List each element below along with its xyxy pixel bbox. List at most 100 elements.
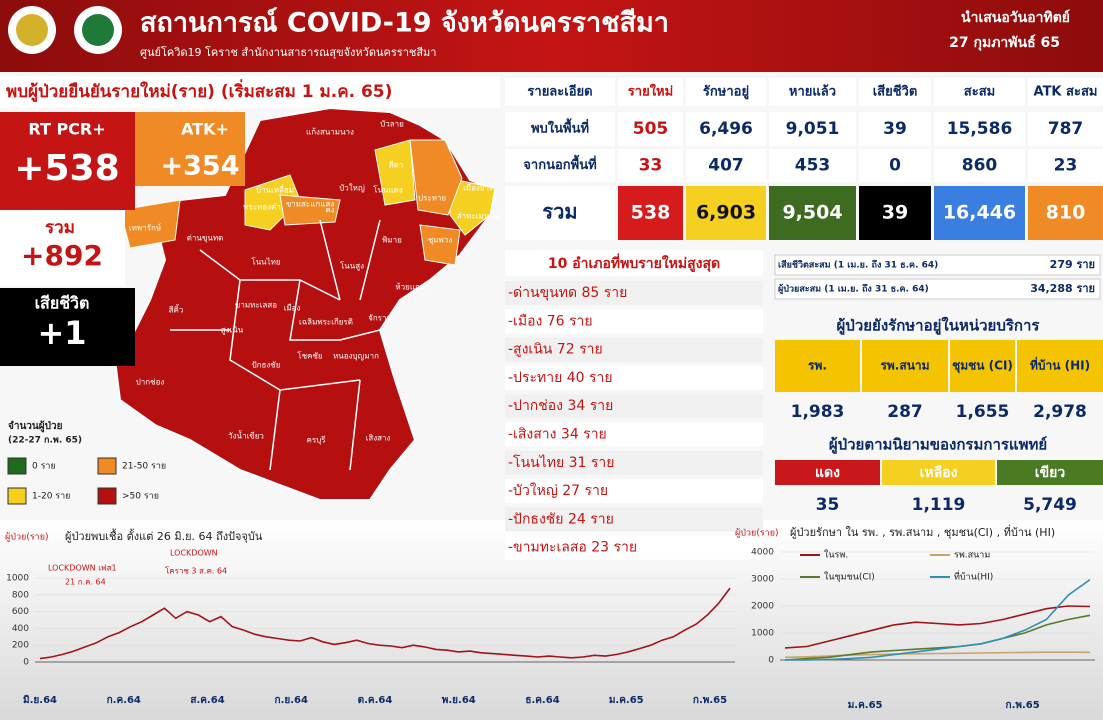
banner-bg <box>0 76 500 108</box>
x-tick-label: ก.ค.64 <box>107 695 141 706</box>
top10-item: -ปากช่อง 34 ราย <box>508 398 613 414</box>
y-tick-label: 1000 <box>6 574 29 584</box>
care-header <box>950 340 1015 392</box>
top10-row <box>505 422 763 447</box>
district-label: เสิงสาง <box>366 434 391 443</box>
district-label: บัวใหญ่ <box>339 184 365 193</box>
care-header-text: รพ. <box>808 359 827 373</box>
table-text: 787 <box>1048 119 1084 139</box>
legend-label: รพ.สนาม <box>954 551 990 561</box>
severity-value: 1,119 <box>912 495 966 515</box>
rtpcr-box <box>0 112 135 210</box>
district-label: เมือง <box>284 304 301 313</box>
care-header <box>862 340 948 392</box>
x-tick-label: ม.ค.65 <box>848 700 883 711</box>
district-label: เมืองยาง <box>463 184 493 193</box>
top10-row <box>505 281 763 305</box>
table-text: รวม <box>542 200 577 224</box>
legend-label: 1-20 ราย <box>32 492 70 502</box>
cumulative-row <box>774 254 1101 276</box>
top10-item: -ขามทะเลสอ 23 ราย <box>508 540 637 556</box>
table-text: 453 <box>795 156 831 176</box>
table-cell <box>505 112 615 146</box>
banner: พบผู้ป่วยยืนยันรายใหม่(ราย) (เริ่มสะสม 1… <box>6 79 392 103</box>
header-cell <box>1028 78 1103 106</box>
severity-title: ผู้ป่วยตามนิยามของกรมการแพทย์ <box>829 436 1047 455</box>
header-cell <box>859 78 931 106</box>
table-cell <box>1028 149 1103 182</box>
top10-item: -สูงเนิน 72 ราย <box>508 342 603 358</box>
header-text: เสียชีวิต <box>873 84 918 100</box>
top10-item: -ประทาย 40 ราย <box>508 370 613 386</box>
legend-label: 0 ราย <box>32 462 56 472</box>
top10-title: 10 อำเภอที่พบรายใหม่สูงสุด <box>548 253 720 272</box>
table-cell <box>769 112 856 146</box>
top10-item: -เสิงสาง 34 ราย <box>508 427 607 443</box>
table-cell <box>859 149 931 182</box>
legend-label: ในรพ. <box>824 550 848 561</box>
district-label: บัวลาย <box>380 120 404 129</box>
top10-item: -เมือง 76 ราย <box>508 313 593 329</box>
y-tick-label: 2000 <box>751 602 774 612</box>
map-border <box>170 219 381 471</box>
map-district <box>409 139 463 216</box>
total-value: +892 <box>21 239 103 272</box>
annotation: LOCKDOWN เฟส1 <box>48 564 117 573</box>
table-text: 407 <box>708 156 744 176</box>
top10-header-bg <box>505 250 763 276</box>
top10-list: -ด่านขุนทด 85 ราย -เมือง 76 ราย -สูงเนิน 7… <box>505 281 763 560</box>
y-axis-label: ผู้ป่วย(ราย) <box>5 532 49 543</box>
district-label: ประทาย <box>418 194 446 203</box>
district-label: ปักธงชัย <box>252 361 281 370</box>
district-label: คง <box>325 206 334 215</box>
cumulative-label: ผู้ป่วยสะสม (1 เม.ย. ถึง 31 ธ.ค. 64) <box>778 284 929 295</box>
top10-row <box>505 535 763 560</box>
table-cell <box>934 112 1025 146</box>
death-label: เสียชีวิต <box>35 294 90 313</box>
death-value: +1 <box>37 314 86 352</box>
annotation: โคราช 3 ส.ค. 64 <box>165 566 227 576</box>
district-label: พิมาย <box>382 236 402 245</box>
legend-period: (22-27 ก.พ. 65) <box>8 436 82 446</box>
y-tick-label: 3000 <box>751 575 774 585</box>
total-label: รวม <box>45 218 75 238</box>
death-box <box>0 288 135 366</box>
top10-row <box>505 394 763 419</box>
data-line <box>784 614 1091 661</box>
report-day: นำเสนอวันอาทิตย์ <box>961 9 1070 26</box>
header-cell <box>769 78 856 106</box>
header-text: รักษาอยู่ <box>703 85 749 100</box>
district-label: โชคชัย <box>297 351 322 361</box>
care-title: ผู้ป่วยยังรักษาอยู่ในหน่วยบริการ <box>837 317 1041 336</box>
district-label: โนนสูง <box>340 261 364 272</box>
top10-row <box>505 309 763 334</box>
table-cell <box>769 149 856 182</box>
table-text: 538 <box>631 202 671 224</box>
annotation: LOCKDOWN <box>170 549 218 558</box>
table-text: 505 <box>633 119 669 139</box>
atk-box <box>135 112 245 186</box>
y-tick-label: 0 <box>23 658 29 668</box>
header-text: หายแล้ว <box>789 84 836 100</box>
y-tick-label: 400 <box>12 624 29 634</box>
district-label: ขามทะเลสอ <box>235 301 277 310</box>
district-label: ปากช่อง <box>136 378 165 387</box>
chart-title: ผู้ป่วยรักษา ใน รพ. , รพ.สนาม , ชุมชน(CI… <box>790 524 1055 539</box>
data-line <box>784 605 1091 649</box>
x-tick-label: พ.ย.64 <box>442 695 476 706</box>
table-text: 16,446 <box>943 202 1016 224</box>
top10-item: -โนนไทย 31 ราย <box>508 454 614 471</box>
table-cell <box>934 186 1025 240</box>
top10-item: -บัวใหญ่ 27 ราย <box>508 482 608 499</box>
table-text: 9,504 <box>782 202 842 224</box>
table-text: 810 <box>1046 202 1086 224</box>
care-header-text: ที่บ้าน (HI) <box>1030 357 1090 373</box>
y-tick-label: 4000 <box>751 548 774 558</box>
summary-table: รายละเอียด รายใหม่ รักษาอยู่ หายแล้ว เสียชีว… <box>505 78 1103 240</box>
legend-swatch <box>7 487 27 505</box>
district-label: ด่านขุนทด <box>187 234 224 243</box>
table-text: พบในพื้นที่ <box>531 118 589 137</box>
care-header <box>775 340 860 392</box>
district-label: พระทองคำ <box>243 203 281 212</box>
